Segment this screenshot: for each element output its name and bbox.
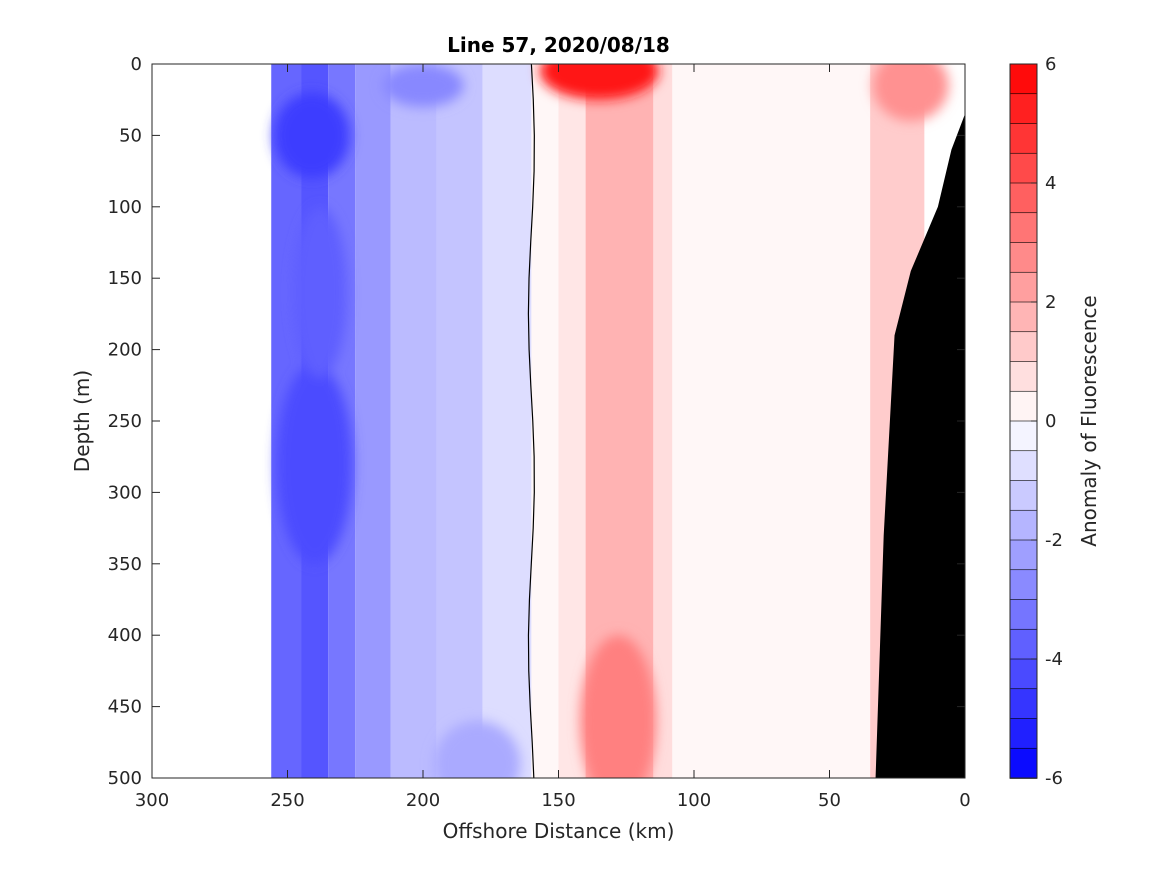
anomaly-band-5 xyxy=(436,64,483,778)
y-tick-label: 350 xyxy=(108,554,142,575)
colorbar-tick-label: 2 xyxy=(1045,292,1056,313)
colorbar-tick-label: -6 xyxy=(1045,768,1063,789)
anomaly-blob-2 xyxy=(292,206,348,379)
plot-area xyxy=(152,64,965,778)
x-tick-label: 0 xyxy=(959,790,970,811)
colorbar-segment xyxy=(1009,569,1038,601)
colorbar-segment xyxy=(1009,271,1038,303)
anomaly-blob-1 xyxy=(276,363,353,564)
x-tick-label: 150 xyxy=(541,790,575,811)
anomaly-blob-6 xyxy=(580,635,657,778)
colorbar: 6 4 2 0 -2 -4 -6 xyxy=(1009,54,1063,789)
colorbar-segment xyxy=(1009,539,1038,571)
y-tick-label: 400 xyxy=(108,625,142,646)
colorbar-segment xyxy=(1009,718,1038,750)
anomaly-blob-3 xyxy=(382,64,464,107)
x-tick-label: 250 xyxy=(270,790,304,811)
x-tick-label: 300 xyxy=(135,790,169,811)
anomaly-band-8 xyxy=(558,64,586,778)
y-tick-label: 50 xyxy=(119,125,142,146)
colorbar-segment xyxy=(1009,420,1038,452)
anomaly-band-4 xyxy=(390,64,437,778)
colorbar-tick-label: 4 xyxy=(1045,173,1056,194)
chart-title: Line 57, 2020/08/18 xyxy=(447,33,670,57)
x-tick-label: 200 xyxy=(406,790,440,811)
y-axis-label: Depth (m) xyxy=(70,370,94,472)
x-axis-label: Offshore Distance (km) xyxy=(443,819,675,843)
y-tick-label: 200 xyxy=(108,340,142,361)
anomaly-band-6 xyxy=(482,64,532,778)
anomaly-blob-7 xyxy=(872,64,949,122)
colorbar-segment xyxy=(1009,182,1038,214)
colorbar-segment xyxy=(1009,390,1038,422)
y-tick-label: 500 xyxy=(108,768,142,789)
anomaly-band-7 xyxy=(531,64,559,778)
anomaly-blob-4 xyxy=(433,720,521,778)
colorbar-segment xyxy=(1009,63,1038,95)
colorbar-segment xyxy=(1009,242,1038,274)
colorbar-tick-label: -2 xyxy=(1045,530,1063,551)
x-tick-label: 50 xyxy=(818,790,841,811)
zero-contour-0 xyxy=(527,64,535,778)
colorbar-segment xyxy=(1009,599,1038,631)
colorbar-tick-label: 6 xyxy=(1045,54,1056,75)
y-tick-label: 150 xyxy=(108,268,142,289)
colorbar-segment xyxy=(1009,123,1038,155)
y-axis: 0 50 100 150 200 250 300 350 400 450 500 xyxy=(108,54,965,789)
anomaly-band-10 xyxy=(653,64,673,778)
anomaly-band-11 xyxy=(672,64,871,778)
colorbar-segment xyxy=(1009,688,1038,720)
zero-contours xyxy=(527,64,535,778)
colorbar-segment xyxy=(1009,480,1038,512)
colorbar-segment xyxy=(1009,331,1038,363)
colorbar-segment xyxy=(1009,658,1038,690)
y-tick-label: 100 xyxy=(108,197,142,218)
colorbar-label: Anomaly of Fluorescence xyxy=(1077,295,1101,546)
colorbar-tick-label: -4 xyxy=(1045,649,1063,670)
colorbar-segment xyxy=(1009,93,1038,125)
colorbar-segment xyxy=(1009,450,1038,482)
y-tick-label: 0 xyxy=(131,54,142,75)
colorbar-tick-label: 0 xyxy=(1045,411,1056,432)
anomaly-blob-0 xyxy=(273,92,350,179)
anomaly-bands xyxy=(271,64,925,778)
colorbar-segment xyxy=(1009,301,1038,333)
x-axis: 300 250 200 150 100 50 0 xyxy=(135,64,971,811)
y-tick-label: 450 xyxy=(108,697,142,718)
y-tick-label: 250 xyxy=(108,411,142,432)
x-tick-label: 100 xyxy=(677,790,711,811)
colorbar-segment xyxy=(1009,212,1038,244)
colorbar-segment xyxy=(1009,361,1038,393)
colorbar-segment xyxy=(1009,509,1038,541)
colorbar-segment xyxy=(1009,152,1038,184)
anomaly-band-3 xyxy=(355,64,391,778)
colorbar-segment xyxy=(1009,747,1038,779)
anomaly-blobs xyxy=(273,64,949,778)
anomaly-blob-5 xyxy=(539,64,659,100)
y-tick-label: 300 xyxy=(108,482,142,503)
colorbar-segment xyxy=(1009,628,1038,660)
bathymetry-fill xyxy=(875,113,965,778)
